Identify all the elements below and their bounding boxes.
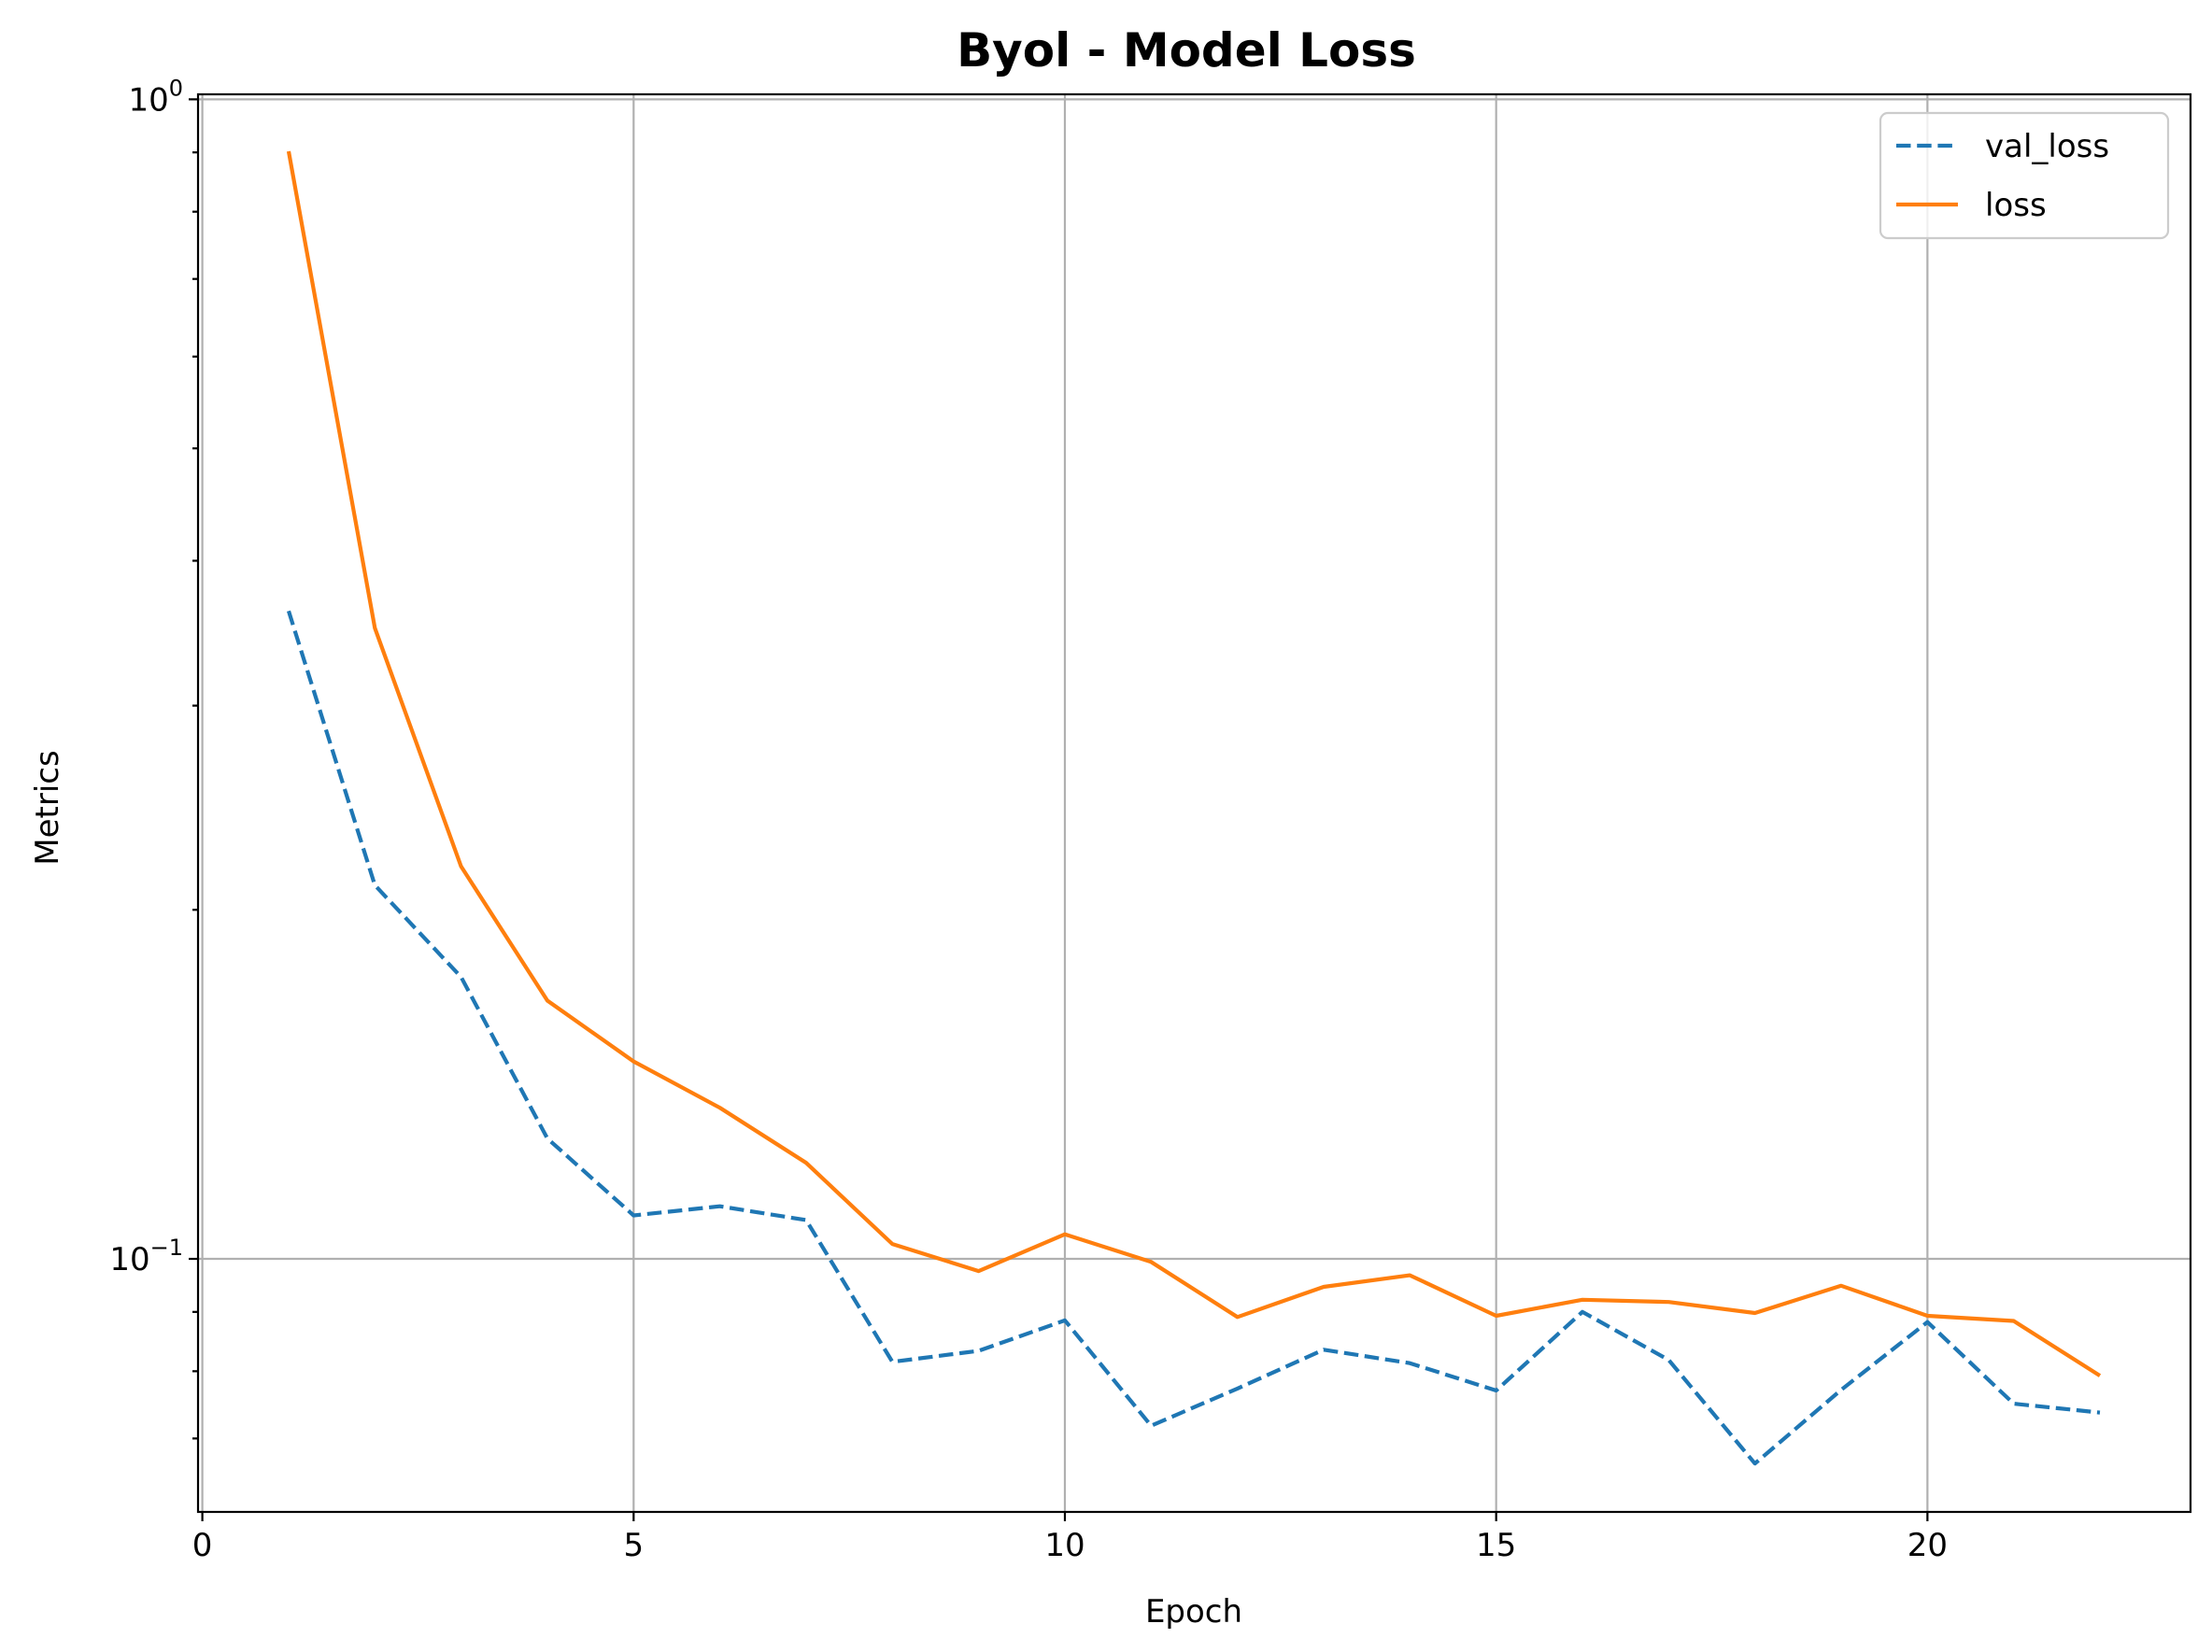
x-tick-label: 10: [1044, 1527, 1085, 1564]
series-line-loss: [286, 150, 2102, 1377]
series-line-val-loss: [286, 610, 2101, 1466]
y-axis-ticks: 100 10−1: [109, 75, 198, 1440]
x-tick-label: 15: [1476, 1527, 1516, 1564]
chart-title: Byol - Model Loss: [957, 23, 1416, 78]
grid: [198, 94, 2191, 1512]
y-tick-label: 10−1: [109, 1235, 183, 1278]
series-layer: [286, 150, 2102, 1466]
y-tick-label: 100: [128, 75, 183, 119]
y-axis-label: Metrics: [29, 750, 66, 865]
legend-label: val_loss: [1985, 128, 2109, 165]
x-tick-label: 0: [192, 1527, 213, 1564]
x-tick-label: 5: [623, 1527, 644, 1564]
x-axis-label: Epoch: [1145, 1593, 1242, 1631]
plot-frame: [196, 92, 2192, 1514]
x-tick-label: 20: [1907, 1527, 1948, 1564]
legend-frame: [1879, 111, 2170, 240]
x-axis-ticks: 0 5 10 15 20: [192, 1512, 1948, 1564]
legend-label: loss: [1985, 187, 2047, 224]
